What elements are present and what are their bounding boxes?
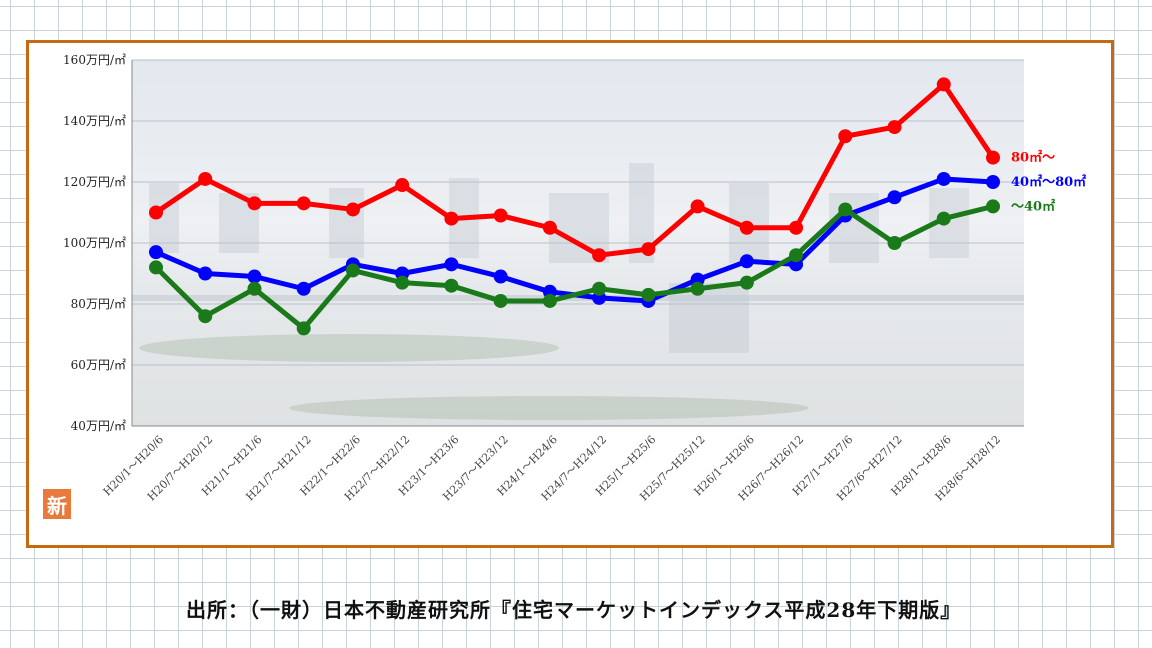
data-point xyxy=(198,266,213,281)
series-label: 40㎡～80㎡ xyxy=(1011,174,1086,190)
data-point xyxy=(149,205,163,220)
data-point xyxy=(838,202,853,217)
data-point xyxy=(395,178,410,193)
data-point xyxy=(198,171,213,186)
data-point xyxy=(690,281,705,296)
series-line xyxy=(153,81,996,258)
data-point xyxy=(887,236,902,250)
data-point xyxy=(444,278,459,293)
data-point xyxy=(345,263,360,278)
data-point xyxy=(739,254,754,269)
data-point xyxy=(789,220,804,235)
data-point xyxy=(936,171,951,186)
data-point xyxy=(739,220,754,235)
series-line xyxy=(153,203,996,331)
data-point xyxy=(149,245,163,260)
data-point xyxy=(986,199,1000,214)
data-point xyxy=(789,248,804,263)
data-point xyxy=(149,260,163,275)
series-label: ～40㎡ xyxy=(1011,198,1055,214)
data-point xyxy=(986,150,1000,165)
y-axis-ticks: 160万円/㎡ 140万円/㎡ 120万円/㎡ 100万円/㎡ 80万円/㎡ 60万円/㎡… xyxy=(63,53,126,433)
data-point xyxy=(542,220,557,235)
data-point xyxy=(444,257,459,272)
data-point xyxy=(296,196,311,211)
data-point xyxy=(247,281,262,296)
y-tick-label: 80万円/㎡ xyxy=(71,297,126,311)
data-point xyxy=(444,211,459,226)
data-point xyxy=(887,120,902,135)
data-point xyxy=(887,190,902,205)
data-point xyxy=(936,211,951,226)
data-point xyxy=(345,202,360,217)
data-point xyxy=(493,293,508,308)
data-point xyxy=(493,269,508,284)
y-tick-label: 120万円/㎡ xyxy=(63,175,126,189)
new-badge: 新 xyxy=(43,489,71,519)
data-point xyxy=(739,275,754,290)
data-point xyxy=(296,321,311,336)
data-point xyxy=(493,208,508,223)
x-axis-ticks: H20/1～H20/6H20/7～H20/12H21/1～H21/6H21/7～… xyxy=(101,433,1003,503)
series-label: 80㎡～ xyxy=(1011,150,1055,166)
data-point xyxy=(690,199,705,214)
y-tick-label: 160万円/㎡ xyxy=(63,53,126,67)
y-tick-label: 100万円/㎡ xyxy=(63,236,126,250)
data-point xyxy=(641,287,656,302)
data-point xyxy=(592,281,607,296)
y-tick-label: 60万円/㎡ xyxy=(71,358,126,372)
line-chart: 160万円/㎡ 140万円/㎡ 120万円/㎡ 100万円/㎡ 80万円/㎡ 60万円/㎡… xyxy=(63,53,1086,503)
chart-frame: 160万円/㎡ 140万円/㎡ 120万円/㎡ 100万円/㎡ 80万円/㎡ 60万円/㎡… xyxy=(26,40,1114,548)
data-point xyxy=(247,269,262,284)
data-point xyxy=(247,196,262,211)
data-point xyxy=(296,281,311,296)
data-point xyxy=(198,309,213,324)
y-tick-label: 140万円/㎡ xyxy=(63,114,126,128)
source-caption: 出所：（一財）日本不動産研究所『住宅マーケットインデックス平成28年下期版』 xyxy=(186,598,962,622)
series-end-labels: 80㎡～ 40㎡～80㎡ ～40㎡ xyxy=(1011,150,1086,215)
data-point xyxy=(542,293,557,308)
data-point xyxy=(838,129,853,144)
data-point xyxy=(395,275,410,290)
y-tick-label: 40万円/㎡ xyxy=(71,419,126,433)
data-point xyxy=(936,77,951,92)
data-point xyxy=(641,242,656,257)
data-point xyxy=(592,248,607,263)
series-group xyxy=(149,77,1000,336)
data-point xyxy=(986,175,1000,189)
